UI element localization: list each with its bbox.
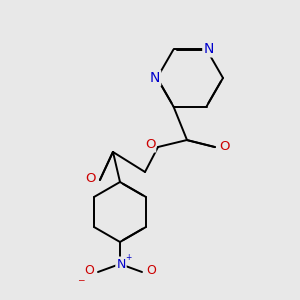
Text: O: O bbox=[85, 172, 95, 185]
Text: O: O bbox=[146, 265, 156, 278]
Text: +: + bbox=[125, 254, 131, 262]
Text: −: − bbox=[77, 275, 85, 284]
Text: N: N bbox=[203, 42, 214, 56]
Text: O: O bbox=[145, 139, 155, 152]
Text: O: O bbox=[84, 265, 94, 278]
Text: N: N bbox=[116, 257, 126, 271]
Text: N: N bbox=[150, 71, 160, 85]
Text: O: O bbox=[220, 140, 230, 152]
